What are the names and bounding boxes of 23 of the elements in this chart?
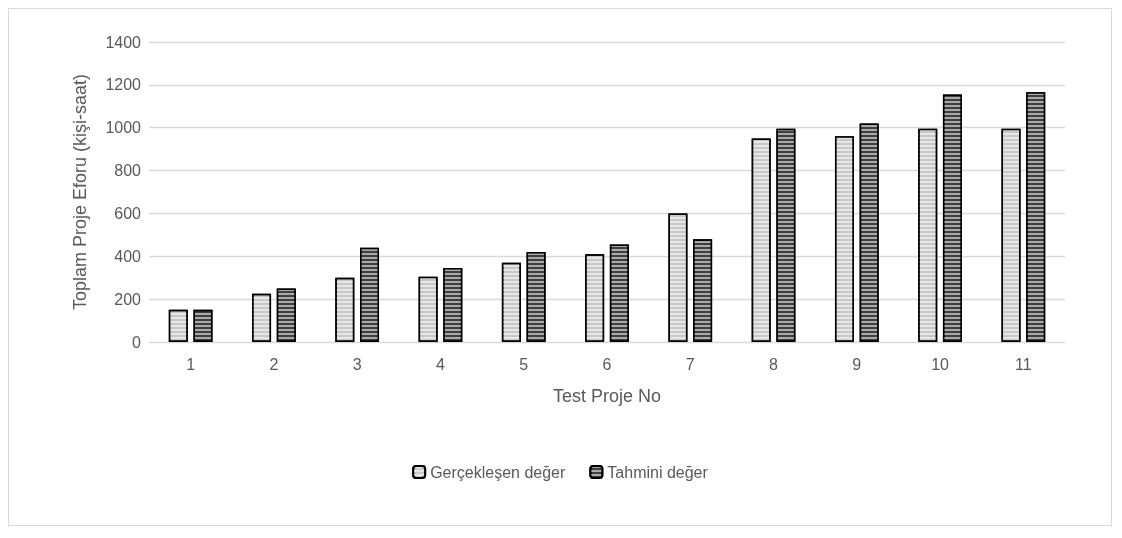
x-tick-label: 2: [269, 355, 279, 373]
y-tick-label: 600: [114, 204, 142, 222]
x-tick-label: 8: [769, 355, 779, 373]
y-axis-title: Toplam Proje Eforu (kişi-saat): [70, 73, 90, 311]
x-tick-label: 10: [931, 355, 950, 373]
x-tick-label: 3: [352, 355, 362, 373]
y-tick-label: 400: [114, 247, 142, 265]
x-tick-label: 5: [519, 355, 529, 373]
legend-label: Gerçekleşen değer: [430, 463, 567, 481]
y-tick-label: 200: [114, 290, 142, 308]
x-tick-label: 6: [602, 355, 612, 373]
y-tick-label: 1000: [105, 119, 142, 137]
x-tick-label: 11: [1015, 355, 1032, 373]
x-tick-label: 7: [685, 355, 695, 373]
y-tick-label: 1200: [105, 76, 142, 94]
x-tick-label: 9: [852, 355, 862, 373]
legend-label: Tahmini değer: [607, 463, 709, 481]
x-tick-label: 1: [186, 355, 196, 373]
y-tick-label: 800: [114, 162, 142, 180]
y-tick-label: 1400: [105, 33, 142, 51]
x-tick-label: 4: [436, 355, 445, 373]
x-axis-title: Test Proje No: [552, 386, 662, 406]
y-tick-label: 0: [132, 333, 142, 351]
